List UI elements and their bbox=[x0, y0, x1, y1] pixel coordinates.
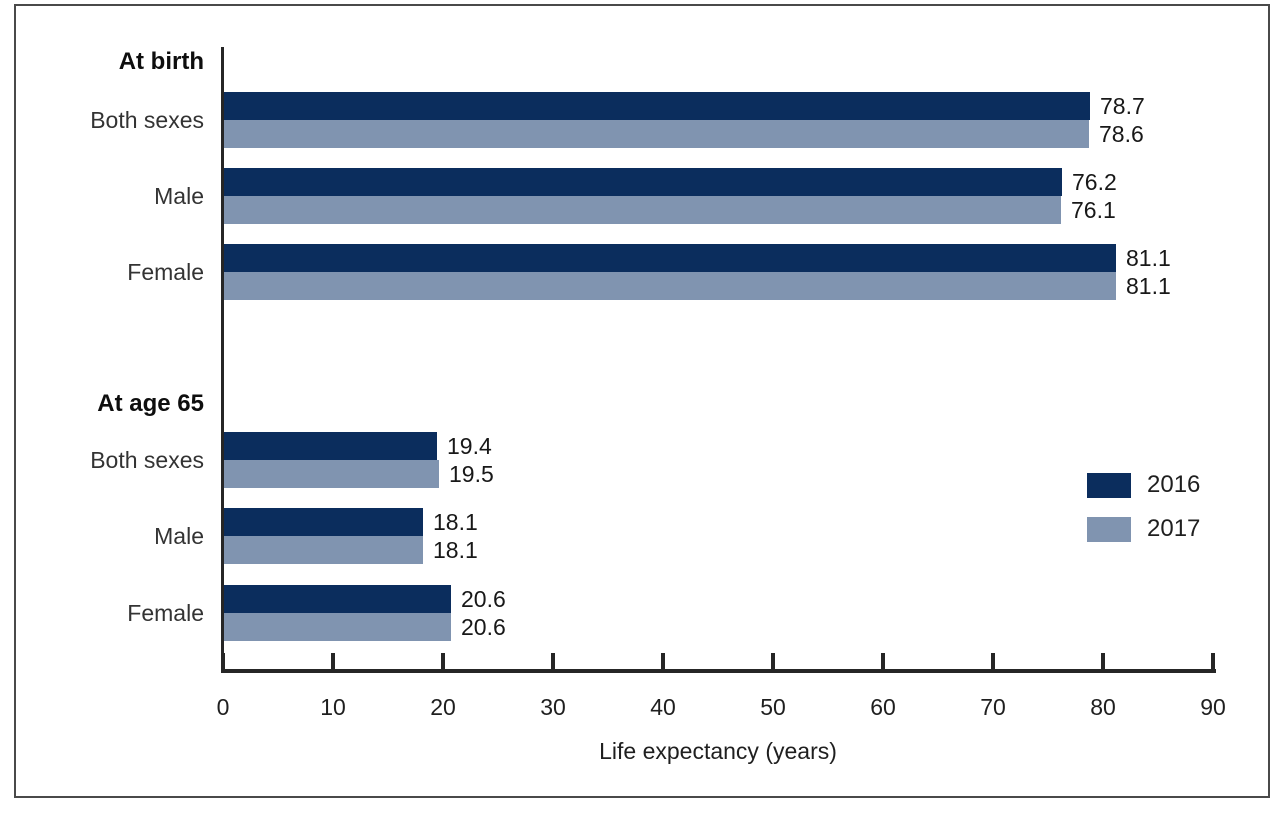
category-label: Male bbox=[154, 183, 204, 209]
legend-label-2017: 2017 bbox=[1147, 515, 1201, 542]
x-axis-tick bbox=[661, 653, 665, 670]
bar-value-label: 20.6 bbox=[461, 614, 506, 640]
bar-value-label: 78.7 bbox=[1100, 93, 1145, 119]
x-axis-tick-label: 80 bbox=[1090, 694, 1116, 720]
y-axis-line bbox=[221, 47, 224, 673]
bar-value-label: 18.1 bbox=[433, 537, 478, 563]
category-label: Female bbox=[127, 600, 204, 626]
x-axis-tick-label: 0 bbox=[216, 694, 230, 720]
bar-value-label: 18.1 bbox=[433, 509, 478, 535]
x-axis-tick-label: 50 bbox=[760, 694, 786, 720]
x-axis-tick-label: 40 bbox=[650, 694, 676, 720]
bar-2016 bbox=[224, 508, 423, 536]
bar-2016 bbox=[224, 244, 1116, 272]
bar-2016 bbox=[224, 585, 451, 613]
category-label: Both sexes bbox=[90, 107, 204, 133]
chart-frame: Life expectancy (years) At birth Both sex… bbox=[14, 4, 1270, 798]
bar-2017 bbox=[224, 120, 1089, 148]
group-heading-at-birth: At birth bbox=[118, 48, 204, 75]
x-axis-tick bbox=[881, 653, 885, 670]
category-label: Both sexes bbox=[90, 447, 204, 473]
x-axis-tick-label: 90 bbox=[1200, 694, 1226, 720]
category-label: Female bbox=[127, 259, 204, 285]
bar-value-label: 20.6 bbox=[461, 586, 506, 612]
bar-value-label: 81.1 bbox=[1126, 273, 1171, 299]
legend-swatch-2016 bbox=[1087, 473, 1131, 498]
x-axis-title: Life expectancy (years) bbox=[599, 738, 837, 764]
x-axis-tick bbox=[331, 653, 335, 670]
x-axis-tick-label: 10 bbox=[320, 694, 346, 720]
x-axis-line bbox=[221, 669, 1216, 673]
legend-swatch-2017 bbox=[1087, 517, 1131, 542]
x-axis-tick-label: 20 bbox=[430, 694, 456, 720]
bar-2017 bbox=[224, 536, 423, 564]
x-axis-tick bbox=[1211, 653, 1215, 670]
bar-value-label: 19.5 bbox=[449, 461, 494, 487]
bar-2017 bbox=[224, 613, 451, 641]
x-axis-tick bbox=[551, 653, 555, 670]
category-label: Male bbox=[154, 523, 204, 549]
group-heading-at-age-65: At age 65 bbox=[97, 390, 204, 417]
bar-value-label: 81.1 bbox=[1126, 245, 1171, 271]
bar-2016 bbox=[224, 168, 1062, 196]
x-axis-tick-label: 70 bbox=[980, 694, 1006, 720]
legend-label-2016: 2016 bbox=[1147, 471, 1201, 498]
x-axis-tick bbox=[221, 653, 225, 670]
bar-2016 bbox=[224, 432, 437, 460]
bar-2017 bbox=[224, 460, 439, 488]
bar-value-label: 76.1 bbox=[1071, 197, 1116, 223]
bar-value-label: 76.2 bbox=[1072, 169, 1117, 195]
x-axis-tick bbox=[1101, 653, 1105, 670]
x-axis-tick bbox=[441, 653, 445, 670]
bar-value-label: 19.4 bbox=[447, 433, 492, 459]
x-axis-tick bbox=[991, 653, 995, 670]
x-axis-tick-label: 60 bbox=[870, 694, 896, 720]
bar-value-label: 78.6 bbox=[1099, 121, 1144, 147]
bar-2017 bbox=[224, 196, 1061, 224]
bar-2016 bbox=[224, 92, 1090, 120]
x-axis-tick bbox=[771, 653, 775, 670]
bar-2017 bbox=[224, 272, 1116, 300]
x-axis-tick-label: 30 bbox=[540, 694, 566, 720]
